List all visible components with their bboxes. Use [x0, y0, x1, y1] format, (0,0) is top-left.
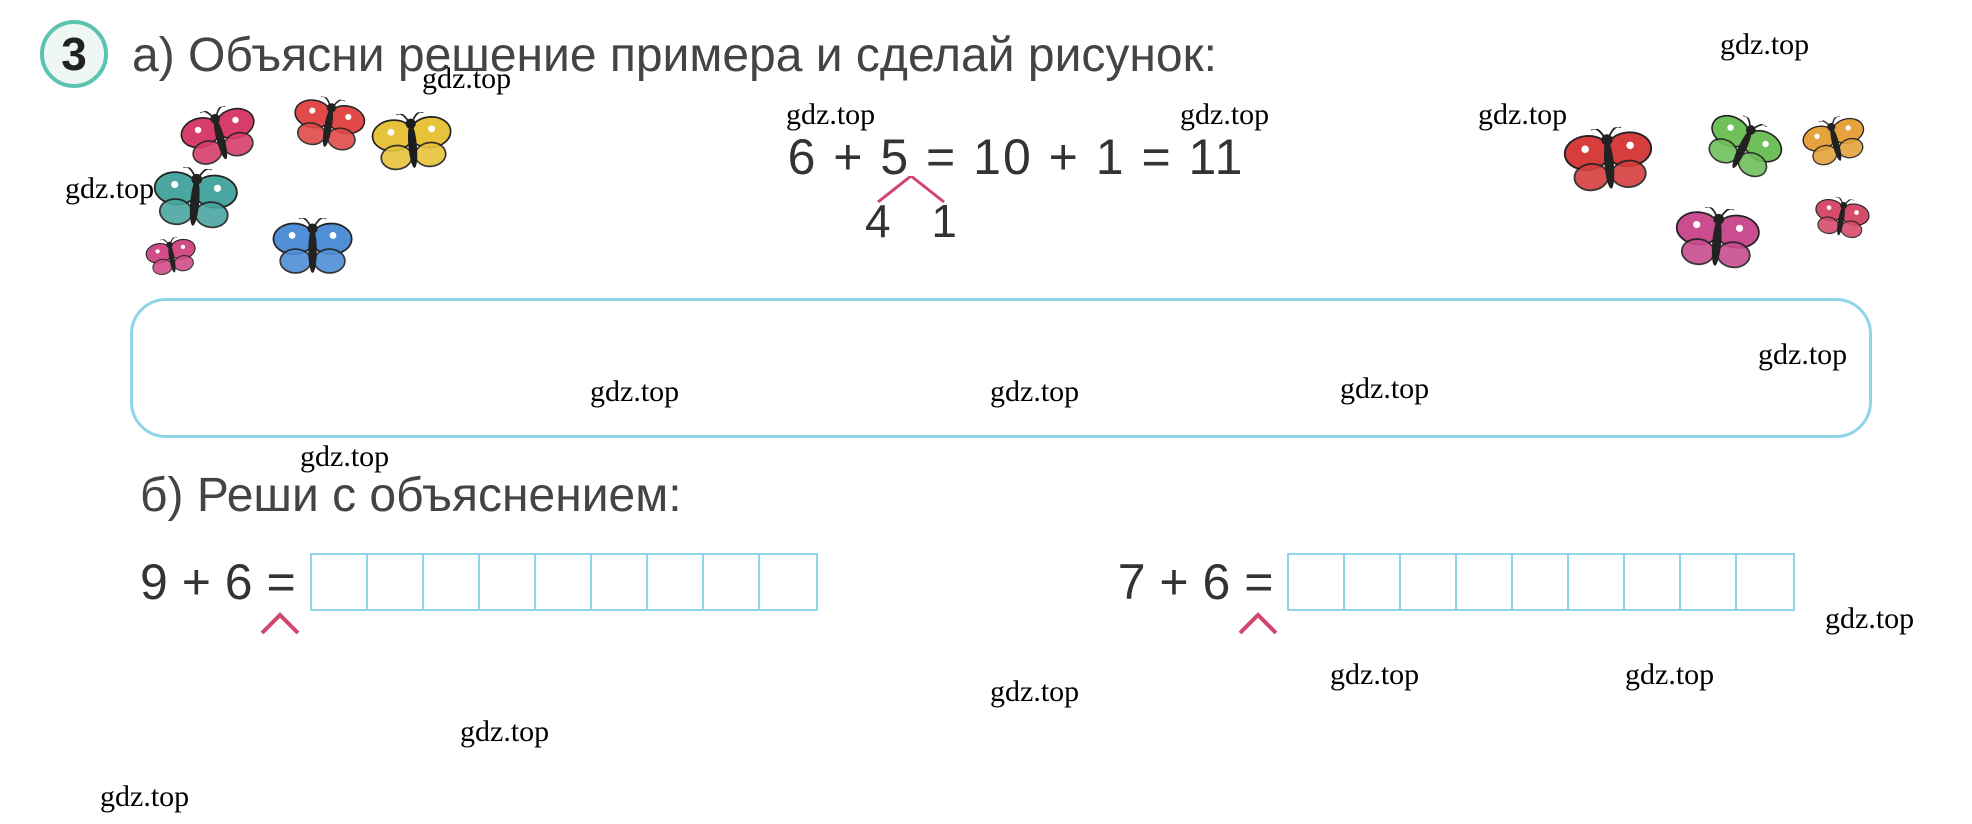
- grid-cell[interactable]: [704, 555, 760, 609]
- grid-cell[interactable]: [1737, 555, 1793, 609]
- butterfly-icon: [142, 234, 202, 283]
- butterfly-icon: [1797, 110, 1875, 176]
- grid-cell[interactable]: [480, 555, 536, 609]
- solve-row: 9 + 6 = 7 + 6 =: [40, 553, 1932, 611]
- caret-icon: [258, 611, 302, 635]
- butterfly-icon: [270, 218, 355, 282]
- solve-item: 9 + 6 =: [140, 553, 818, 611]
- solve-expression: 7 + 6 =: [1118, 553, 1274, 611]
- butterfly-cluster-right: [1552, 98, 1892, 278]
- solve-expression: 9 + 6 =: [140, 553, 296, 611]
- butterfly-icon: [1809, 193, 1874, 246]
- butterfly-icon: [367, 109, 457, 180]
- caret-icon: [1236, 611, 1280, 635]
- watermark: gdz.top: [1625, 658, 1714, 692]
- grid-cell[interactable]: [368, 555, 424, 609]
- part-a-label: а): [132, 29, 175, 82]
- watermark: gdz.top: [990, 675, 1079, 709]
- worked-equation: 6 + 5 = 10 + 1 = 11 4 1: [480, 128, 1552, 248]
- watermark: gdz.top: [100, 780, 189, 814]
- butterfly-icon: [147, 164, 242, 239]
- part-b-heading: б) Реши с объяснением:: [140, 468, 1932, 523]
- equation-text: 6 + 5 = 10 + 1 = 11: [480, 128, 1552, 186]
- answer-grid[interactable]: [1287, 553, 1795, 611]
- grid-cell[interactable]: [312, 555, 368, 609]
- part-b-label: б): [140, 469, 183, 522]
- problem-number-badge: 3: [40, 20, 108, 88]
- grid-cell[interactable]: [1345, 555, 1401, 609]
- answer-box[interactable]: [130, 298, 1872, 438]
- grid-cell[interactable]: [648, 555, 704, 609]
- grid-cell[interactable]: [1681, 555, 1737, 609]
- butterfly-icon: [1669, 204, 1764, 279]
- grid-cell[interactable]: [760, 555, 816, 609]
- grid-cell[interactable]: [1289, 555, 1345, 609]
- butterfly-cluster-left: [140, 98, 480, 278]
- part-b-text: Реши с объяснением:: [197, 469, 682, 522]
- part-a-heading: а) Объясни решение примера и сделай рису…: [132, 20, 1217, 83]
- example-row: 6 + 5 = 10 + 1 = 11 4 1: [40, 98, 1932, 278]
- watermark: gdz.top: [1330, 658, 1419, 692]
- grid-cell[interactable]: [1457, 555, 1513, 609]
- part-a-text: Объясни решение примера и сделай рисунок…: [188, 29, 1217, 82]
- bridge-lines-icon: [866, 176, 956, 204]
- grid-cell[interactable]: [424, 555, 480, 609]
- butterfly-icon: [174, 99, 268, 178]
- answer-grid[interactable]: [310, 553, 818, 611]
- butterfly-icon: [1693, 104, 1792, 193]
- grid-cell[interactable]: [1569, 555, 1625, 609]
- butterfly-icon: [286, 92, 371, 161]
- grid-cell[interactable]: [536, 555, 592, 609]
- part-a-header: 3 а) Объясни решение примера и сделай ри…: [40, 20, 1932, 88]
- grid-cell[interactable]: [1401, 555, 1457, 609]
- butterfly-icon: [1559, 124, 1659, 202]
- grid-cell[interactable]: [1625, 555, 1681, 609]
- grid-cell[interactable]: [592, 555, 648, 609]
- grid-cell[interactable]: [1513, 555, 1569, 609]
- number-bridge: 4 1: [865, 194, 957, 248]
- watermark: gdz.top: [460, 715, 549, 749]
- solve-item: 7 + 6 =: [1118, 553, 1796, 611]
